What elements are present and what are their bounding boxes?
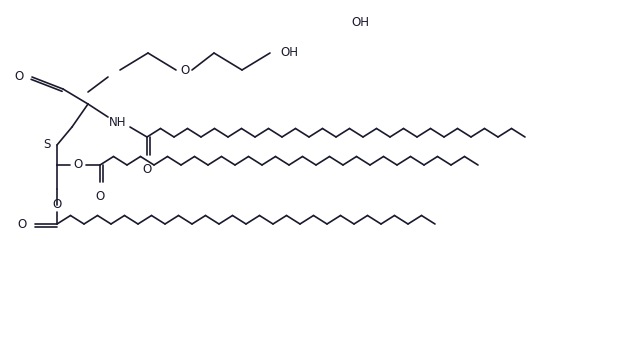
Text: O: O <box>95 190 105 203</box>
Text: O: O <box>74 158 82 172</box>
Text: NH: NH <box>109 116 127 128</box>
Text: S: S <box>44 139 51 152</box>
Text: OH: OH <box>280 47 298 60</box>
Text: O: O <box>53 198 61 212</box>
Text: O: O <box>18 217 27 231</box>
Text: O: O <box>15 70 24 84</box>
Text: OH: OH <box>351 16 369 29</box>
Text: O: O <box>181 63 190 76</box>
Text: O: O <box>143 163 152 176</box>
